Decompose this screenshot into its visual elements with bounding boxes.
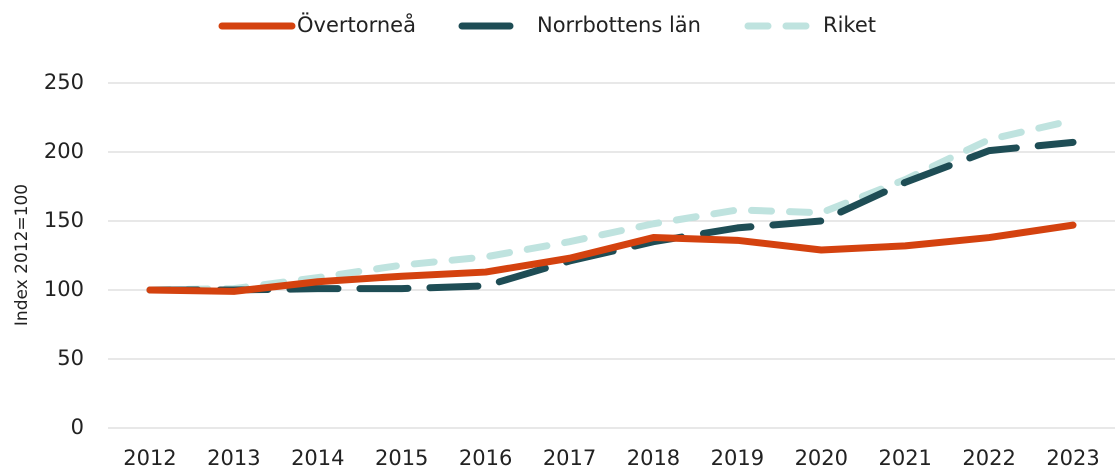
y-tick-label: 50: [57, 346, 84, 370]
legend-label: Norrbottens län: [537, 13, 701, 37]
x-tick-label: 2021: [878, 446, 931, 468]
y-tick-label: 0: [71, 415, 84, 439]
series-line: [146, 221, 1077, 295]
x-tick-label: 2019: [711, 446, 764, 468]
x-tick-label: 2012: [123, 446, 176, 468]
x-tick-label: 2015: [375, 446, 428, 468]
series-line: [146, 116, 1077, 294]
x-tick-label: 2020: [795, 446, 848, 468]
legend-label: Riket: [823, 13, 876, 37]
y-tick-label: 200: [44, 139, 84, 163]
x-tick-label: 2016: [459, 446, 512, 468]
x-tick-label: 2014: [291, 446, 344, 468]
legend-label: Övertorneå: [297, 12, 416, 37]
y-axis-label: Index 2012=100: [12, 184, 32, 326]
x-tick-label: 2022: [962, 446, 1015, 468]
y-tick-label: 250: [44, 70, 84, 94]
y-tick-label: 150: [44, 208, 84, 232]
x-tick-label: 2017: [543, 446, 596, 468]
x-tick-label: 2023: [1046, 446, 1099, 468]
x-tick-label: 2018: [627, 446, 680, 468]
y-tick-label: 100: [44, 277, 84, 301]
x-tick-label: 2013: [207, 446, 260, 468]
